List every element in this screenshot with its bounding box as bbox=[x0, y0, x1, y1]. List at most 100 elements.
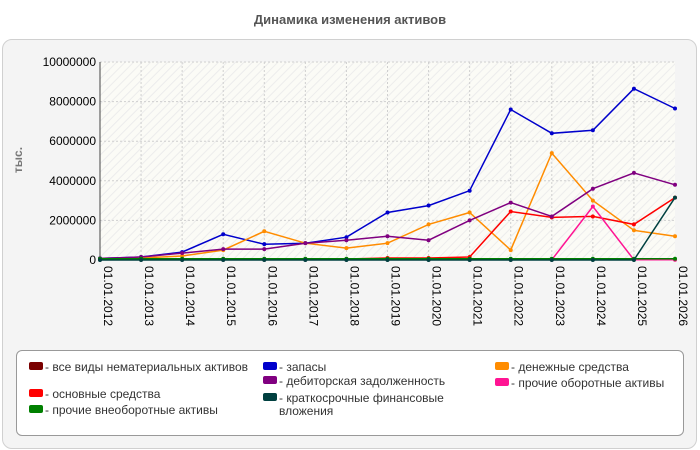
legend-swatch bbox=[263, 376, 277, 384]
legend-label: - все виды нематериальных активов bbox=[45, 360, 249, 374]
data-point bbox=[180, 251, 185, 256]
x-tick-label: 01.01.2020 bbox=[430, 266, 444, 326]
data-point bbox=[549, 131, 554, 136]
data-point bbox=[590, 198, 595, 203]
data-point bbox=[467, 210, 472, 215]
data-point bbox=[508, 248, 513, 253]
data-point bbox=[590, 186, 595, 191]
data-point bbox=[467, 218, 472, 223]
data-point bbox=[631, 170, 636, 175]
data-point bbox=[139, 258, 144, 262]
legend-swatch bbox=[495, 362, 509, 370]
data-point bbox=[426, 238, 431, 243]
legend-label: - прочие внеоборотные активы bbox=[45, 403, 218, 417]
legend-item: - все виды нематериальных активов bbox=[29, 361, 249, 374]
data-point bbox=[262, 229, 267, 234]
data-point bbox=[631, 228, 636, 233]
legend-label: - денежные средства bbox=[511, 360, 629, 374]
data-point bbox=[673, 106, 677, 111]
legend-swatch bbox=[29, 405, 43, 413]
data-point bbox=[508, 209, 513, 214]
x-tick-label: 01.01.2021 bbox=[471, 266, 485, 326]
legend-item: - краткосрочные финансовые вложения bbox=[263, 392, 463, 418]
data-point bbox=[303, 241, 308, 246]
legend-swatch bbox=[263, 393, 277, 401]
data-point bbox=[549, 151, 554, 156]
data-point bbox=[508, 107, 513, 112]
data-point bbox=[467, 188, 472, 193]
legend-label: - дебиторская задолженность bbox=[279, 374, 446, 388]
legend-swatch bbox=[495, 378, 509, 386]
x-tick-label: 01.01.2017 bbox=[306, 266, 320, 326]
data-point bbox=[303, 258, 308, 262]
y-tick-label: 0 bbox=[89, 253, 96, 267]
legend-item: - запасы bbox=[263, 361, 463, 374]
legend-label: - основные средства bbox=[45, 387, 161, 401]
data-point bbox=[221, 258, 226, 262]
data-point bbox=[590, 204, 595, 209]
data-point bbox=[631, 258, 636, 262]
x-tick-label: 01.01.2023 bbox=[553, 266, 567, 326]
legend-item: - дебиторская задолженность bbox=[263, 375, 463, 388]
legend-item: - прочие оборотные активы bbox=[495, 377, 695, 390]
x-tick-label: 01.01.2026 bbox=[676, 266, 690, 326]
x-tick-label: 01.01.2015 bbox=[224, 266, 238, 326]
data-point bbox=[426, 222, 431, 227]
legend-item: - основные средства bbox=[29, 388, 249, 401]
data-point bbox=[673, 182, 677, 187]
data-point bbox=[673, 234, 677, 239]
data-point bbox=[549, 258, 554, 262]
data-point bbox=[262, 258, 267, 262]
x-tick-label: 01.01.2012 bbox=[101, 266, 115, 326]
data-point bbox=[98, 258, 102, 262]
legend-label: - запасы bbox=[279, 360, 327, 374]
data-point bbox=[180, 254, 185, 259]
data-point bbox=[221, 232, 226, 237]
legend-swatch bbox=[29, 389, 43, 397]
data-point bbox=[344, 258, 349, 262]
data-point bbox=[262, 242, 267, 247]
legend-swatch bbox=[263, 362, 277, 370]
y-axis-label: тыс. bbox=[11, 147, 25, 173]
data-point bbox=[385, 241, 390, 246]
x-tick-label: 01.01.2019 bbox=[389, 266, 403, 326]
x-tick-label: 01.01.2025 bbox=[635, 266, 649, 326]
legend-swatch bbox=[29, 362, 43, 370]
data-point bbox=[221, 247, 226, 252]
data-point bbox=[344, 238, 349, 243]
legend-item: - прочие внеоборотные активы bbox=[29, 404, 249, 417]
data-point bbox=[467, 258, 472, 262]
data-point bbox=[631, 222, 636, 227]
data-point bbox=[180, 258, 185, 262]
data-point bbox=[631, 86, 636, 91]
chart-title: Динамика изменения активов bbox=[253, 12, 447, 27]
x-tick-label: 01.01.2024 bbox=[594, 266, 608, 326]
x-tick-label: 01.01.2016 bbox=[265, 266, 279, 326]
data-point bbox=[549, 214, 554, 219]
data-point bbox=[385, 258, 390, 262]
data-point bbox=[508, 258, 513, 262]
data-point bbox=[673, 195, 677, 200]
x-tick-label: 01.01.2022 bbox=[512, 266, 526, 326]
y-tick-label: 2000000 bbox=[49, 213, 96, 227]
legend-label: - прочие оборотные активы bbox=[511, 376, 665, 390]
x-tick-label: 01.01.2018 bbox=[347, 266, 361, 326]
data-point bbox=[385, 234, 390, 239]
legend-item: - денежные средства bbox=[495, 361, 695, 374]
data-point bbox=[590, 128, 595, 133]
data-point bbox=[673, 256, 677, 261]
y-tick-label: 10000000 bbox=[43, 55, 97, 69]
y-tick-label: 8000000 bbox=[49, 95, 96, 109]
legend-label: - краткосрочные финансовые вложения bbox=[279, 391, 444, 418]
data-point bbox=[590, 214, 595, 219]
data-point bbox=[344, 246, 349, 251]
x-tick-label: 01.01.2014 bbox=[183, 266, 197, 326]
data-point bbox=[262, 247, 267, 252]
data-point bbox=[508, 200, 513, 205]
data-point bbox=[385, 210, 390, 215]
x-tick-label: 01.01.2013 bbox=[142, 266, 156, 326]
data-point bbox=[426, 258, 431, 262]
data-point bbox=[344, 235, 349, 240]
y-tick-label: 6000000 bbox=[49, 134, 96, 148]
